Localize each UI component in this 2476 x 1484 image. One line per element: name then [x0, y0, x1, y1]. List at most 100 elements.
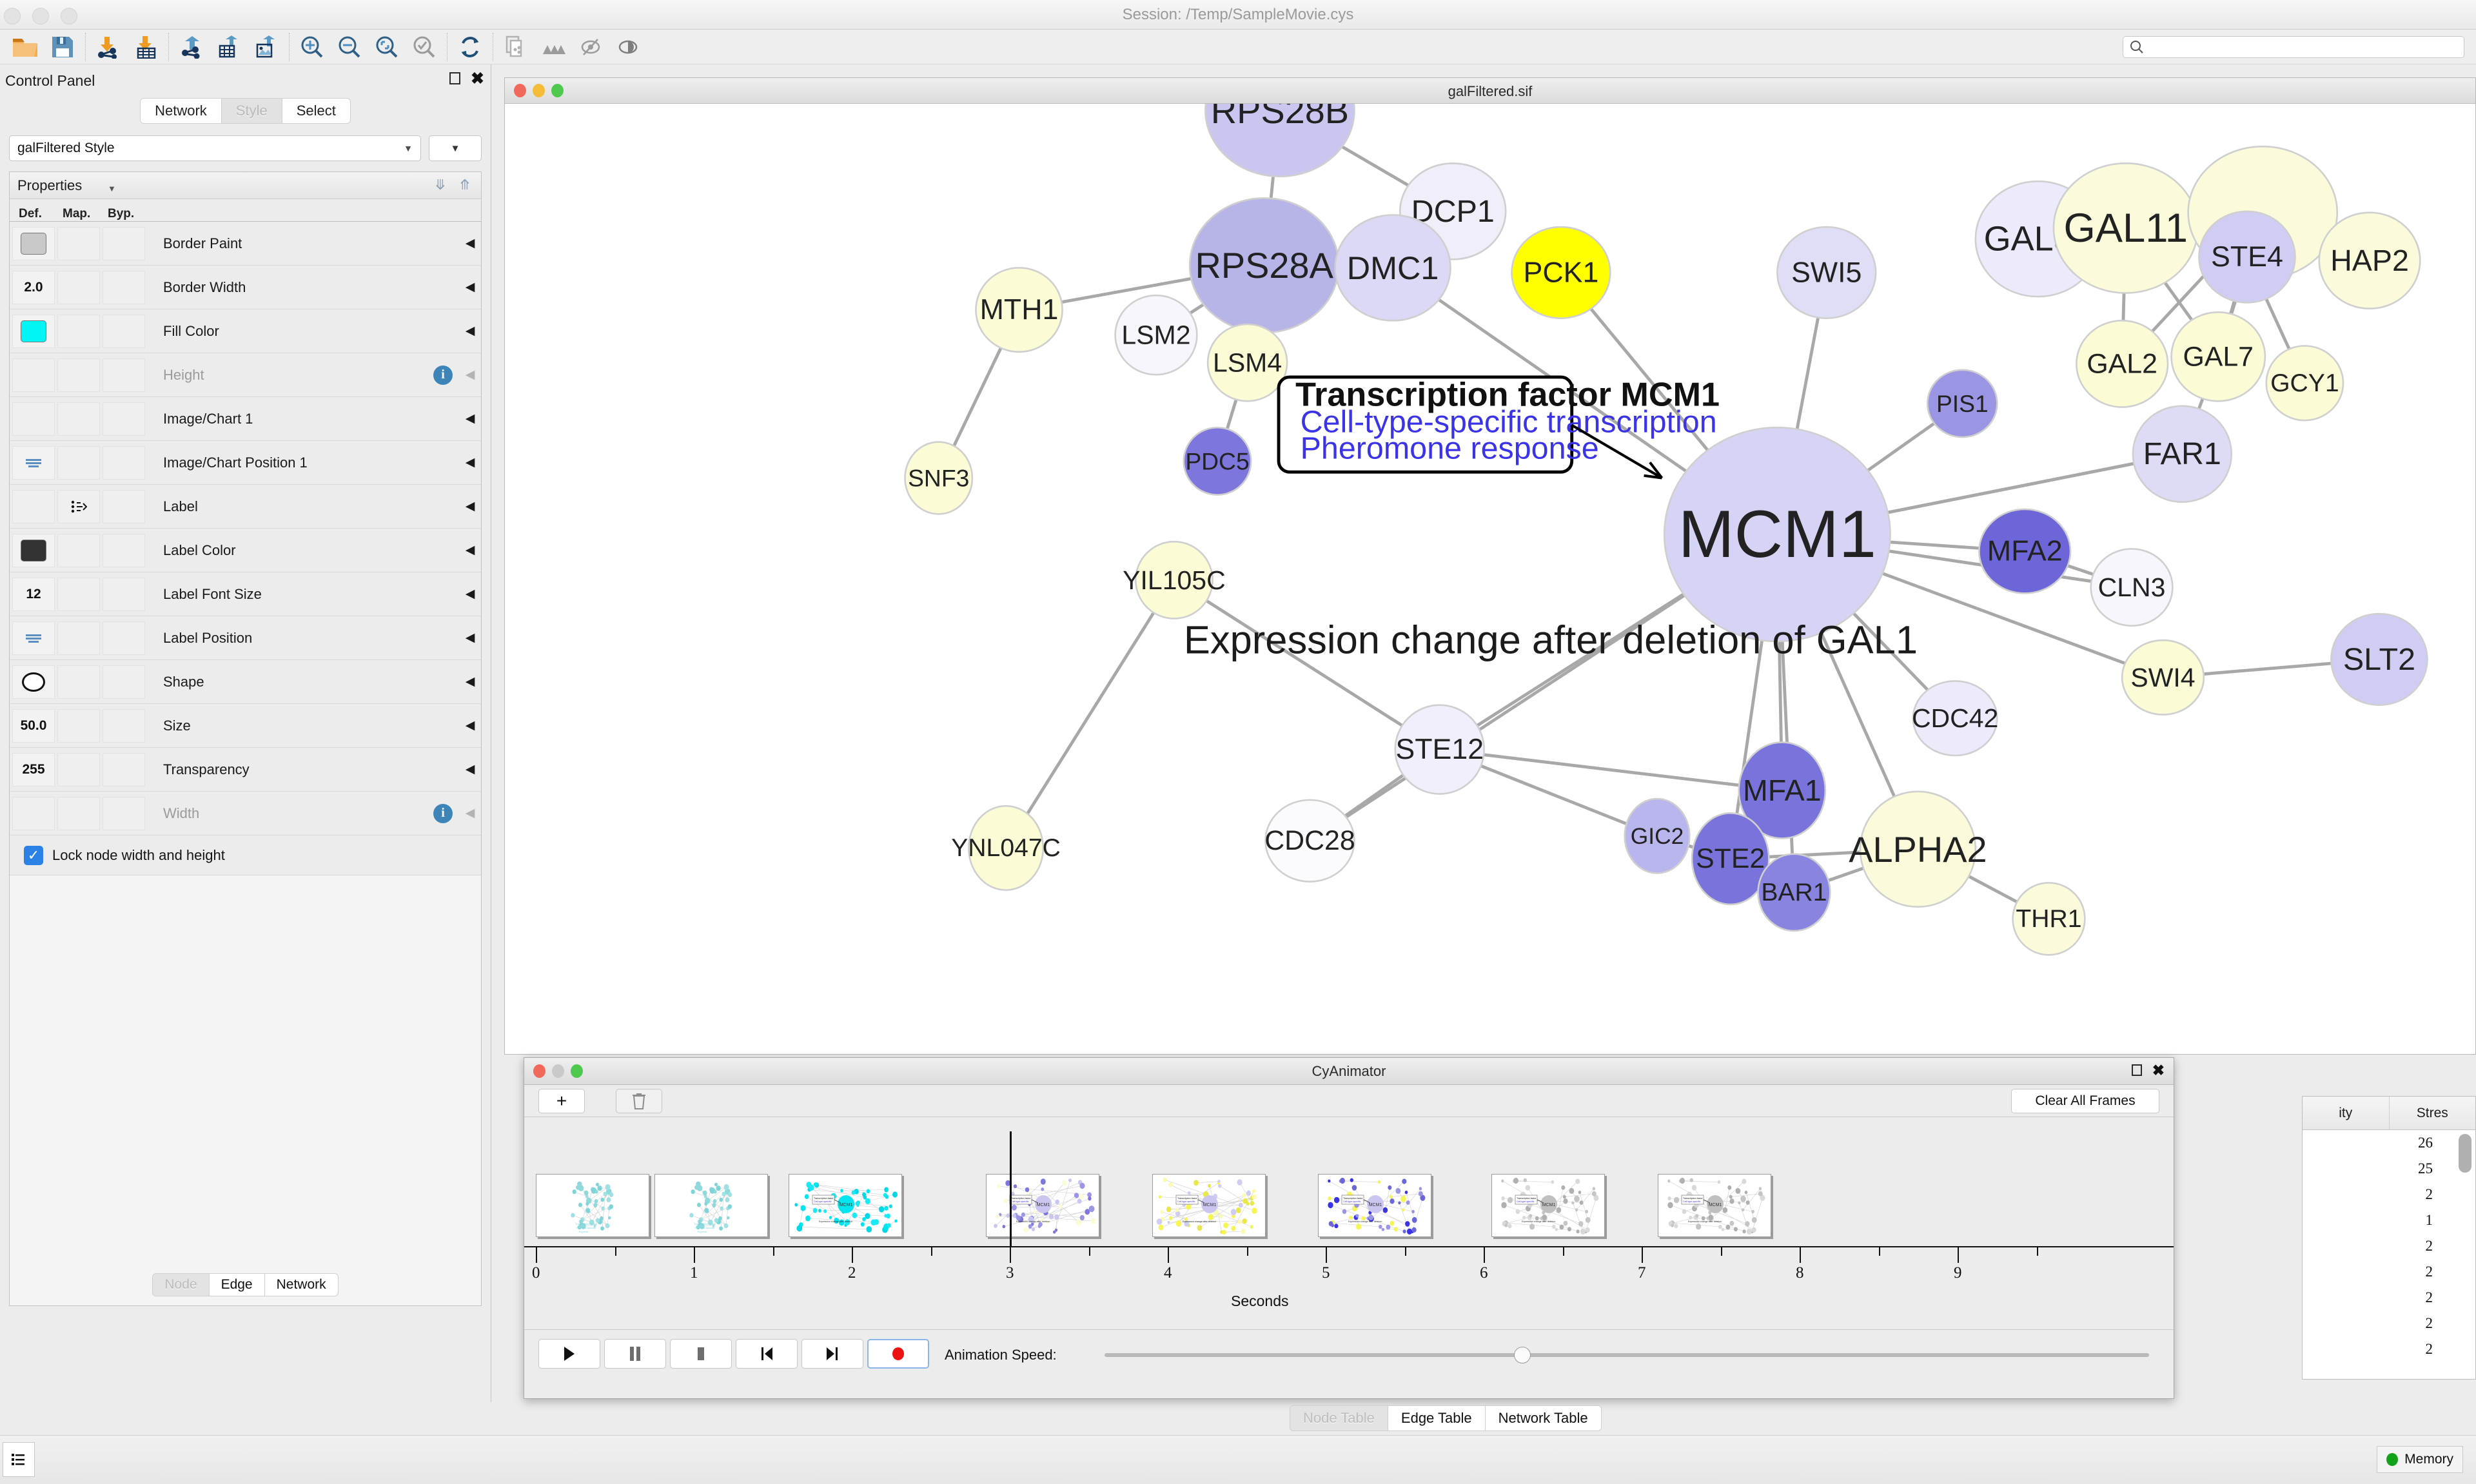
table-row[interactable]: 2	[2425, 1264, 2433, 1280]
network-node[interactable]: STE12	[1394, 704, 1485, 795]
network-node[interactable]: CDC42	[1912, 680, 1998, 757]
network-node[interactable]: DMC1	[1334, 214, 1451, 322]
collapse-all-icon[interactable]: ⤋	[434, 177, 446, 193]
property-default-cell[interactable]	[12, 665, 55, 699]
property-bypass-cell[interactable]	[103, 358, 145, 392]
export-image-icon[interactable]	[248, 32, 285, 63]
property-row[interactable]: Label Position ◀	[10, 616, 481, 660]
node-shape[interactable]	[2090, 548, 2174, 627]
search-box[interactable]	[2123, 35, 2464, 58]
network-node[interactable]: HAP2	[2318, 211, 2421, 310]
node-shape[interactable]	[2076, 320, 2169, 408]
node-shape[interactable]	[904, 441, 974, 515]
node-shape[interactable]	[967, 805, 1045, 891]
property-bypass-cell[interactable]	[103, 270, 145, 304]
network-node[interactable]: PDC5	[1183, 426, 1252, 496]
zoom-out-icon[interactable]	[331, 32, 368, 63]
network-edge[interactable]	[1173, 578, 1441, 751]
node-shape[interactable]	[1757, 853, 1831, 932]
property-default-cell[interactable]	[12, 226, 55, 260]
record-button[interactable]	[867, 1339, 929, 1369]
expand-property-arrow[interactable]: ◀	[465, 587, 475, 601]
network-node[interactable]: RPS28B	[1204, 104, 1355, 178]
property-bypass-cell[interactable]	[103, 402, 145, 436]
node-shape[interactable]	[1204, 104, 1355, 178]
import-table-icon[interactable]	[127, 32, 164, 63]
node-shape[interactable]	[1114, 294, 1198, 376]
network-zoom-button[interactable]	[551, 84, 564, 97]
clear-all-frames-button[interactable]: Clear All Frames	[2011, 1089, 2159, 1113]
network-minimize-button[interactable]	[533, 84, 545, 97]
property-mapping-cell[interactable]	[57, 533, 100, 567]
expand-property-arrow[interactable]: ◀	[465, 324, 475, 338]
open-folder-icon[interactable]	[6, 32, 44, 63]
property-row[interactable]: 2.0 Border Width ◀	[10, 266, 481, 309]
node-shape[interactable]	[1264, 799, 1355, 883]
property-mapping-cell[interactable]	[57, 708, 100, 743]
property-bypass-cell[interactable]	[103, 489, 145, 523]
node-shape[interactable]	[2012, 882, 2086, 956]
info-icon[interactable]: i	[433, 803, 453, 823]
property-row[interactable]: 50.0 Size ◀	[10, 704, 481, 748]
table-row[interactable]: 2	[2425, 1289, 2433, 1305]
property-bypass-cell[interactable]	[103, 314, 145, 348]
property-mapping-cell[interactable]	[57, 752, 100, 786]
zoom-selected-icon[interactable]	[406, 32, 443, 63]
previous-frame-button[interactable]	[736, 1339, 798, 1369]
node-shape[interactable]	[1859, 790, 1977, 908]
property-bypass-cell[interactable]	[103, 445, 145, 480]
tab-node-table[interactable]: Node Table	[1290, 1405, 1388, 1431]
network-node[interactable]: YNL047C	[951, 805, 1061, 891]
tab-network-table[interactable]: Network Table	[1484, 1405, 1602, 1431]
property-default-cell[interactable]: 12	[12, 577, 55, 611]
network-node[interactable]: MFA2	[1978, 508, 2072, 594]
hide-selected-icon[interactable]	[572, 32, 609, 63]
node-shape[interactable]	[2318, 211, 2421, 310]
color-swatch[interactable]	[21, 320, 46, 342]
network-node[interactable]: SWI5	[1776, 226, 1877, 319]
expand-property-arrow[interactable]: ◀	[465, 500, 475, 513]
property-bypass-cell[interactable]	[103, 752, 145, 786]
table-row[interactable]: 1	[2425, 1212, 2433, 1228]
timeline-frame[interactable]: MCM1 Transcription factor Cell-type-specif…	[1491, 1174, 1606, 1237]
export-network-icon[interactable]	[173, 32, 210, 63]
network-annotation[interactable]: Transcription factor MCM1Cell-type-speci…	[1277, 375, 1720, 480]
table-row[interactable]: 2	[2425, 1186, 2433, 1202]
property-row[interactable]: Fill Color ◀	[10, 309, 481, 353]
property-mapping-cell[interactable]	[57, 489, 100, 523]
import-network-icon[interactable]	[90, 32, 127, 63]
property-default-cell[interactable]	[12, 314, 55, 348]
tab-edge[interactable]: Edge	[208, 1273, 265, 1296]
node-shape[interactable]	[1776, 226, 1877, 319]
property-default-cell[interactable]	[12, 621, 55, 655]
network-node[interactable]: THR1	[2012, 882, 2086, 956]
property-default-cell[interactable]: 50.0	[12, 708, 55, 743]
table-row[interactable]: 2	[2425, 1341, 2433, 1357]
style-select[interactable]: galFiltered Style ▼	[9, 135, 421, 161]
property-default-cell[interactable]	[12, 445, 55, 480]
property-row[interactable]: 12 Label Font Size ◀	[10, 572, 481, 616]
memory-status-button[interactable]: Memory	[2377, 1446, 2463, 1473]
property-mapping-cell[interactable]	[57, 621, 100, 655]
property-default-cell[interactable]: 2.0	[12, 270, 55, 304]
node-shape[interactable]	[1663, 426, 1891, 643]
network-node[interactable]: CLN3	[2090, 548, 2174, 627]
network-node[interactable]: GAL7	[2170, 311, 2266, 402]
ellipse-shape-icon[interactable]	[22, 672, 45, 692]
node-shape[interactable]	[1134, 540, 1213, 620]
property-default-cell[interactable]: 255	[12, 752, 55, 786]
network-canvas[interactable]: RPS28B DCP1 RPS28A DMC1 PCK1 SWI5 GAL80 GAL11 ST…	[505, 104, 2475, 1054]
property-row[interactable]: Height i ◀	[10, 353, 481, 397]
scrollbar-thumb[interactable]	[2459, 1134, 2471, 1173]
node-shape[interactable]	[2170, 311, 2266, 402]
node-shape[interactable]	[975, 267, 1063, 353]
search-input[interactable]	[2149, 39, 2452, 55]
network-edge[interactable]	[1439, 748, 1783, 792]
property-bypass-cell[interactable]	[103, 533, 145, 567]
tab-style[interactable]: Style	[221, 98, 282, 124]
add-frame-button[interactable]: +	[538, 1089, 585, 1113]
timeline-playhead[interactable]	[1010, 1131, 1012, 1247]
expand-property-arrow[interactable]: ◀	[465, 631, 475, 645]
node-shape[interactable]	[1738, 741, 1827, 839]
node-shape[interactable]	[1334, 214, 1451, 322]
